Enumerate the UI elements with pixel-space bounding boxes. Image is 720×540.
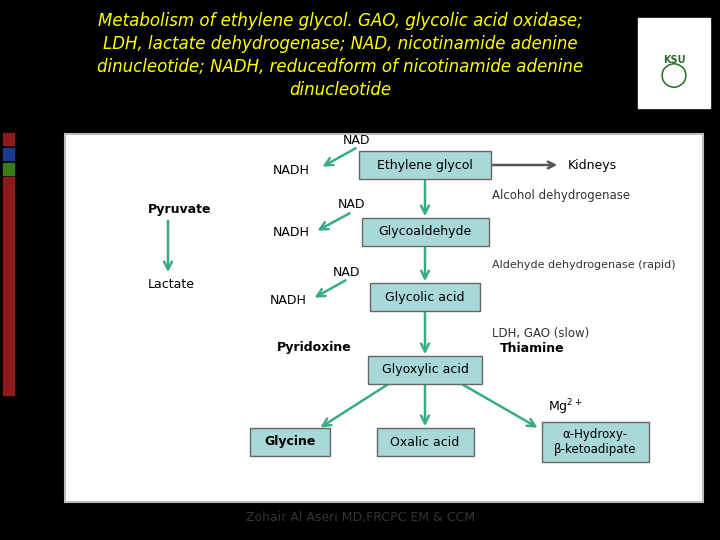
Bar: [3, 163, 14, 175]
Text: dinucleotide: dinucleotide: [289, 81, 391, 99]
Text: LDH, GAO (slow): LDH, GAO (slow): [492, 327, 589, 340]
Text: NAD: NAD: [343, 133, 370, 146]
Text: Zohair Al Aseri MD,FRCPC EM & CCM: Zohair Al Aseri MD,FRCPC EM & CCM: [246, 511, 474, 524]
FancyBboxPatch shape: [65, 134, 703, 502]
Text: Pyruvate: Pyruvate: [148, 204, 212, 217]
Text: Metabolism of ethylene glycol. GAO, glycolic acid oxidase;: Metabolism of ethylene glycol. GAO, glyc…: [98, 12, 582, 30]
Text: Glycoaldehyde: Glycoaldehyde: [379, 226, 472, 239]
Text: Glyoxylic acid: Glyoxylic acid: [382, 363, 469, 376]
Text: α-Hydroxy-
β-ketoadipate: α-Hydroxy- β-ketoadipate: [554, 428, 636, 456]
Text: NADH: NADH: [273, 164, 310, 177]
Text: Aldehyde dehydrogenase (rapid): Aldehyde dehydrogenase (rapid): [492, 260, 675, 270]
FancyBboxPatch shape: [361, 218, 488, 246]
Text: NAD: NAD: [338, 199, 365, 212]
Text: Pyridoxine: Pyridoxine: [277, 341, 352, 354]
Bar: [3, 148, 14, 160]
Text: KSU: KSU: [662, 55, 685, 65]
Text: Thiamine: Thiamine: [500, 341, 564, 354]
Text: Glycine: Glycine: [264, 435, 315, 449]
FancyBboxPatch shape: [368, 356, 482, 384]
Text: NAD: NAD: [333, 266, 360, 279]
Text: Mg$^{2+}$: Mg$^{2+}$: [548, 397, 582, 417]
Text: NADH: NADH: [273, 226, 310, 240]
Text: Ethylene glycol: Ethylene glycol: [377, 159, 473, 172]
Text: Alcohol dehydrogenase: Alcohol dehydrogenase: [492, 190, 630, 202]
Text: Kidneys: Kidneys: [568, 159, 617, 172]
Bar: [3, 133, 14, 145]
FancyBboxPatch shape: [370, 283, 480, 311]
FancyBboxPatch shape: [377, 428, 474, 456]
Text: Lactate: Lactate: [148, 279, 195, 292]
Text: ◯: ◯: [660, 63, 688, 87]
FancyBboxPatch shape: [250, 428, 330, 456]
Text: Oxalic acid: Oxalic acid: [390, 435, 459, 449]
FancyBboxPatch shape: [359, 151, 491, 179]
Text: LDH, lactate dehydrogenase; NAD, nicotinamide adenine: LDH, lactate dehydrogenase; NAD, nicotin…: [103, 35, 577, 53]
Text: Glycolic acid: Glycolic acid: [385, 291, 464, 303]
Bar: [3, 177, 14, 395]
Text: NADH: NADH: [270, 294, 307, 307]
FancyBboxPatch shape: [638, 18, 710, 108]
FancyBboxPatch shape: [541, 422, 649, 462]
Text: dinucleotide; NADH, reducedform of nicotinamide adenine: dinucleotide; NADH, reducedform of nicot…: [97, 58, 583, 76]
